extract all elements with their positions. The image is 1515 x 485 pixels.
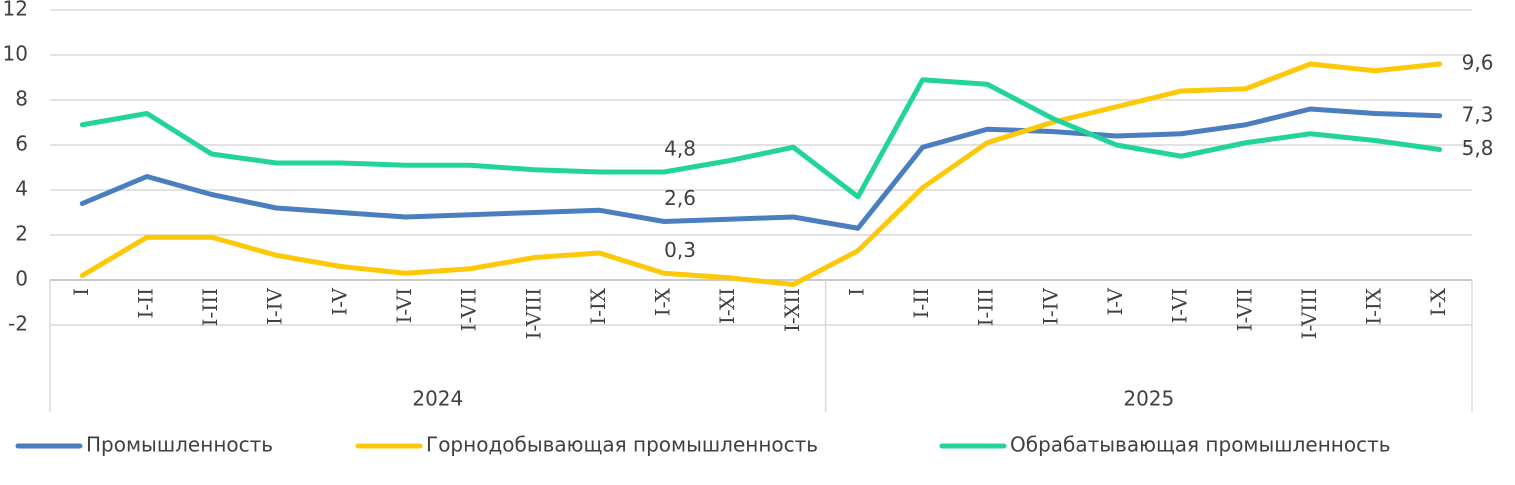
group-label: 2025: [1123, 387, 1174, 411]
y-tick-label: 10: [3, 42, 28, 66]
x-tick-label: I-X: [651, 287, 675, 316]
data-label: 9,6: [1462, 51, 1494, 75]
x-tick-label: I-VIII: [521, 288, 545, 339]
x-tick-label: I-VI: [1168, 288, 1192, 324]
group-label: 2024: [412, 387, 463, 411]
x-tick-label: I-V: [1103, 287, 1127, 315]
legend-label: Горнодобывающая промышленность: [426, 433, 818, 457]
legend-label: Обрабатывающая промышленность: [1010, 433, 1391, 457]
x-tick-label: I-XI: [715, 288, 739, 324]
y-tick-label: 2: [15, 222, 28, 246]
y-tick-label: -2: [8, 312, 28, 336]
series-line: [79, 106, 1443, 231]
x-tick-label: I-IV: [263, 287, 287, 325]
x-tick-label: I-VII: [457, 288, 481, 331]
x-tick-label: I-IX: [586, 287, 610, 325]
x-tick-label: I-V: [327, 287, 351, 315]
data-label: 0,3: [664, 238, 696, 262]
data-label: 2,6: [664, 186, 696, 210]
x-tick-label: I-IX: [1362, 287, 1386, 325]
x-tick-label: I-VIII: [1297, 288, 1321, 339]
x-tick-label: I-III: [198, 288, 222, 326]
data-label: 5,8: [1462, 136, 1494, 160]
x-tick-label: I: [69, 288, 93, 296]
x-tick-label: I-II: [133, 288, 157, 318]
data-label: 7,3: [1462, 102, 1494, 126]
x-tick-label: I-II: [909, 288, 933, 318]
y-tick-label: 12: [3, 0, 28, 21]
x-tick-label: I-VI: [392, 288, 416, 324]
x-tick-label: I: [844, 288, 868, 296]
series-line: [79, 77, 1443, 200]
y-tick-label: 8: [15, 87, 28, 111]
x-tick-label: I-VII: [1232, 288, 1256, 331]
x-tick-label: I-X: [1426, 287, 1450, 316]
y-tick-label: 4: [15, 177, 28, 201]
x-tick-label: I-XII: [780, 288, 804, 332]
x-tick-label: I-III: [974, 288, 998, 326]
x-tick-label: I-IV: [1038, 287, 1062, 325]
series-line: [79, 61, 1443, 287]
y-tick-label: 6: [15, 132, 28, 156]
y-tick-label: 0: [15, 267, 28, 291]
data-label: 4,8: [664, 137, 696, 161]
legend-label: Промышленность: [86, 433, 273, 457]
